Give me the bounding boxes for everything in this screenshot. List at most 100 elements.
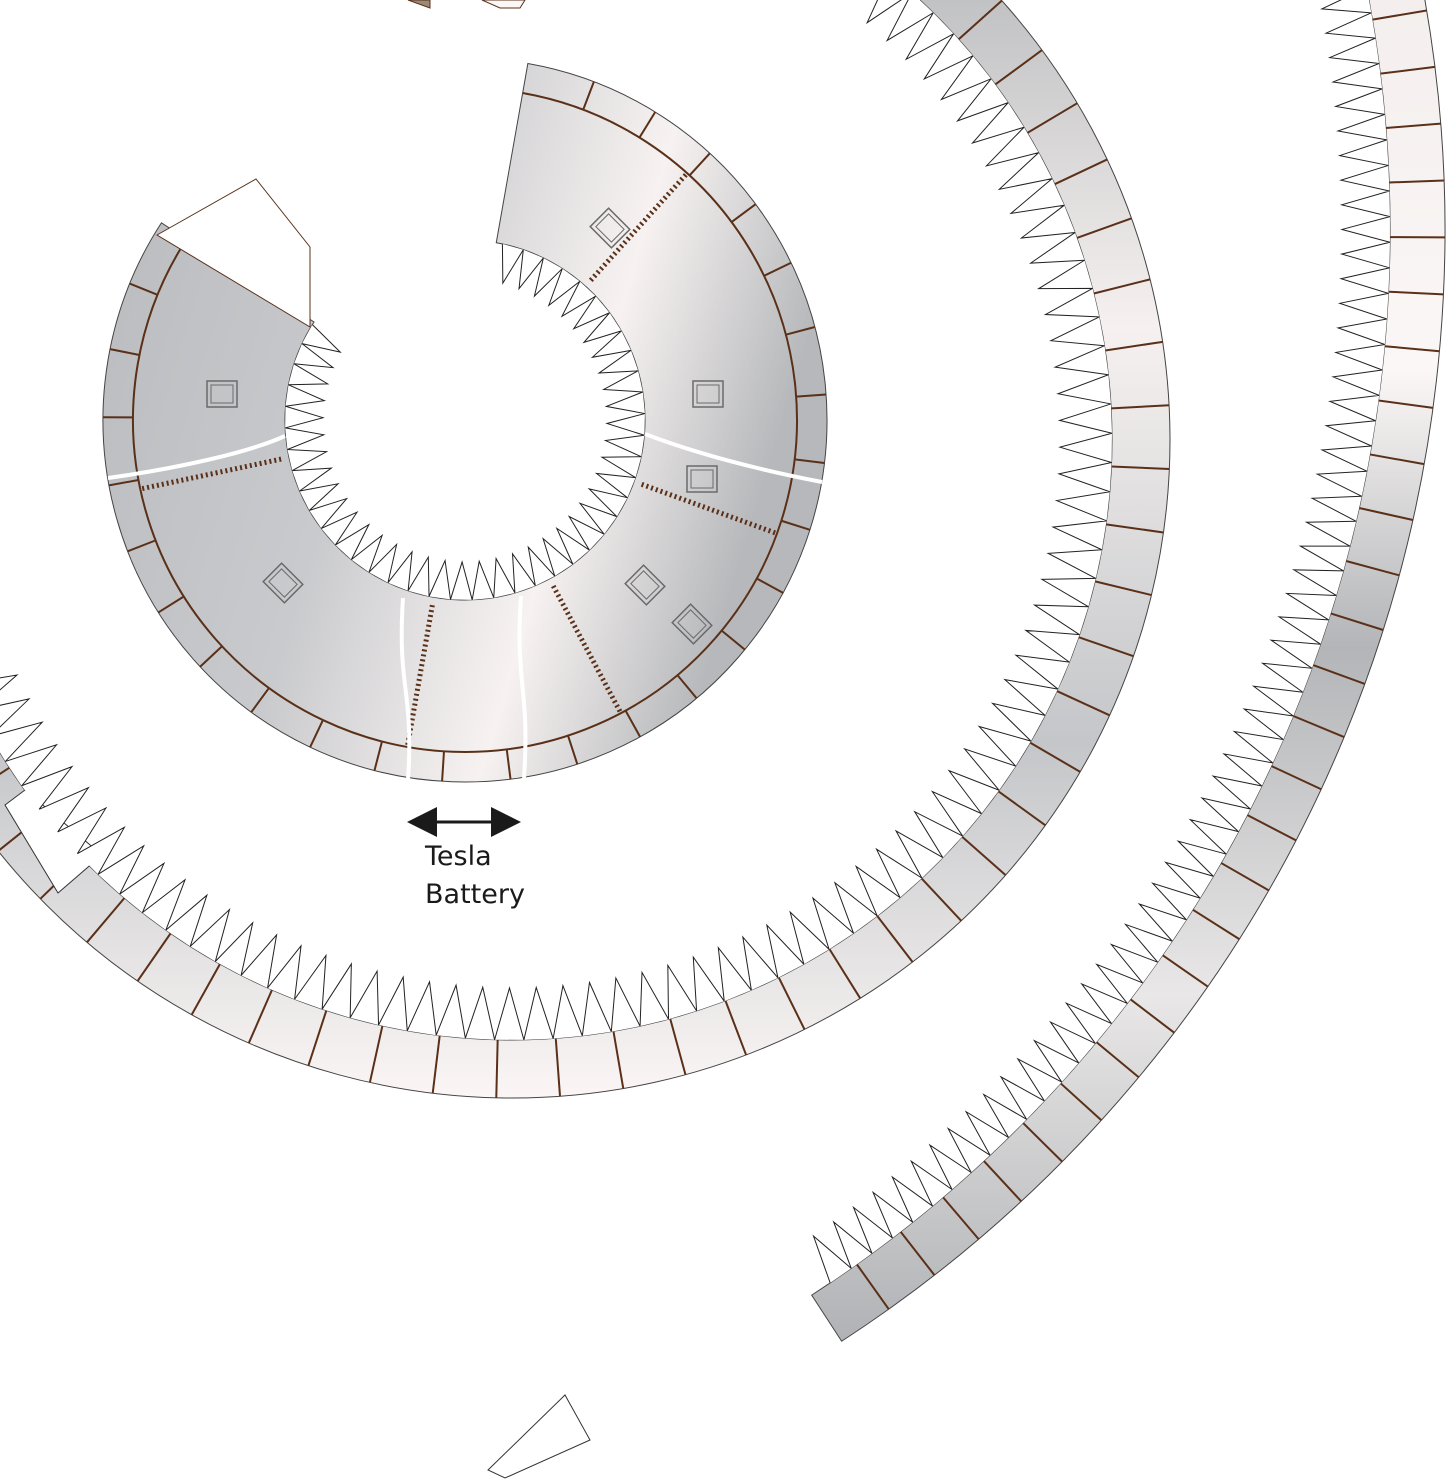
inner-ring-rim-seam xyxy=(567,735,579,765)
window-icon xyxy=(671,603,713,645)
window-frame xyxy=(671,603,713,645)
middle-ring-seam xyxy=(920,877,962,922)
outer-ring-seam xyxy=(1246,814,1297,842)
outer-ring-seam xyxy=(1358,506,1414,521)
middle-ring-seam xyxy=(1026,102,1078,134)
inner-ring-rim-seam xyxy=(129,282,158,296)
inner-ring-rim-seam xyxy=(199,645,223,668)
window-pane xyxy=(677,609,707,639)
window-pane xyxy=(595,213,625,243)
outer-ring-seam xyxy=(1022,1122,1063,1163)
middle-ring-seam xyxy=(1054,158,1108,186)
window-pane xyxy=(630,570,660,600)
inner-ring-rim-seam xyxy=(676,674,698,699)
middle-ring-tab xyxy=(0,0,1113,1041)
outer-ring-seam xyxy=(1385,122,1441,129)
middle-ring-seam xyxy=(1078,636,1134,658)
inner-ring-rim-seam xyxy=(721,629,746,651)
middle-ring-seam xyxy=(669,1018,687,1075)
inner-ring-rim-seam xyxy=(796,393,827,398)
outer-ring-seam xyxy=(1192,908,1240,940)
inner-ring-body xyxy=(102,62,828,783)
outer-ring-seam xyxy=(1292,715,1345,738)
middle-ring-seam xyxy=(1093,278,1151,295)
outer-ring-seam xyxy=(1378,399,1434,409)
middle-ring-seam xyxy=(957,0,1003,41)
fold-line xyxy=(551,584,623,713)
fold-line xyxy=(405,604,435,746)
middle-ring-seam xyxy=(1111,465,1170,471)
middle-ring-seam xyxy=(777,977,806,1030)
middle-ring-seam xyxy=(612,1031,625,1089)
outer-ring-seam xyxy=(1384,345,1440,353)
inner-ring-rim-line xyxy=(132,92,798,753)
outer-ring-seam xyxy=(1270,765,1322,791)
window-icon xyxy=(589,207,631,249)
inner-ring-rim-seam xyxy=(373,741,383,771)
outer-ring-seam xyxy=(856,1263,890,1310)
middle-ring-glue-tabs xyxy=(0,0,1113,1041)
middle-ring-body xyxy=(0,0,1171,1099)
outer-ring-seam xyxy=(983,1160,1022,1202)
inner-ring-template xyxy=(102,62,828,783)
middle-ring-seam xyxy=(1111,404,1170,410)
inner-ring-rim-seam xyxy=(638,111,657,139)
middle-ring-seam xyxy=(307,1010,328,1067)
outer-ring-tab xyxy=(812,0,1391,1284)
battery-label: Battery xyxy=(425,879,525,910)
middle-ring-seam xyxy=(368,1025,384,1083)
outer-ring-seam xyxy=(1388,290,1444,296)
inner-ring-glue-tabs xyxy=(285,243,646,600)
inner-ring-rim-seam xyxy=(794,458,825,464)
inner-ring-tab xyxy=(285,243,646,600)
outer-ring-seam xyxy=(1380,65,1436,75)
inner-ring-rim-seam xyxy=(127,539,156,553)
inner-ring-rim-seam xyxy=(108,478,139,487)
inner-ring-rim-seam xyxy=(582,81,595,111)
top-fragment xyxy=(407,0,526,9)
window-icon xyxy=(262,562,304,604)
window-frame xyxy=(206,380,238,408)
inner-ring-rim-seam xyxy=(441,751,445,782)
inner-ring-rim-seam xyxy=(785,326,816,336)
window-pane xyxy=(696,384,720,404)
middle-ring-seam xyxy=(1094,580,1152,597)
outer-ring-seam xyxy=(1345,560,1400,577)
outer-ring-seam xyxy=(1389,179,1445,184)
battery-cable xyxy=(517,595,528,779)
window-icon xyxy=(692,380,724,408)
inner-ring-end-flap xyxy=(156,178,311,328)
window-icon xyxy=(206,380,238,408)
middle-ring-seam xyxy=(495,1039,499,1098)
middle-ring-seam xyxy=(136,932,172,982)
outer-ring-glue-tabs xyxy=(812,0,1391,1284)
middle-ring-seam xyxy=(0,766,10,776)
window-pane xyxy=(268,568,298,598)
middle-ring-seam xyxy=(997,790,1046,827)
inner-ring-rim-seam xyxy=(624,710,641,738)
inner-ring-rim-seam xyxy=(309,719,324,748)
power-cable xyxy=(107,434,286,480)
fold-line xyxy=(640,481,776,536)
window-frame xyxy=(692,380,724,408)
middle-ring-seam xyxy=(724,1000,748,1056)
middle-ring-seam xyxy=(961,835,1007,876)
outer-ring-seam xyxy=(1312,664,1366,685)
middle-ring-seam xyxy=(994,49,1043,86)
window-pane xyxy=(690,469,714,489)
middle-ring-seam xyxy=(1056,690,1111,717)
window-frame xyxy=(589,207,631,249)
outer-ring-seam xyxy=(1059,1082,1103,1122)
middle-ring-seam xyxy=(1029,741,1081,773)
tesla-label: Tesla xyxy=(425,841,492,872)
middle-ring-seam xyxy=(431,1035,441,1094)
window-icon xyxy=(686,465,718,493)
middle-ring-seam xyxy=(86,897,126,943)
battery-cable xyxy=(399,597,412,781)
inner-ring-rim-seam xyxy=(688,152,711,177)
outer-ring-seam xyxy=(1369,453,1425,466)
inner-ring-details xyxy=(107,173,823,781)
inner-ring-rim-seam xyxy=(763,261,792,277)
outer-ring-seam xyxy=(1129,998,1175,1034)
